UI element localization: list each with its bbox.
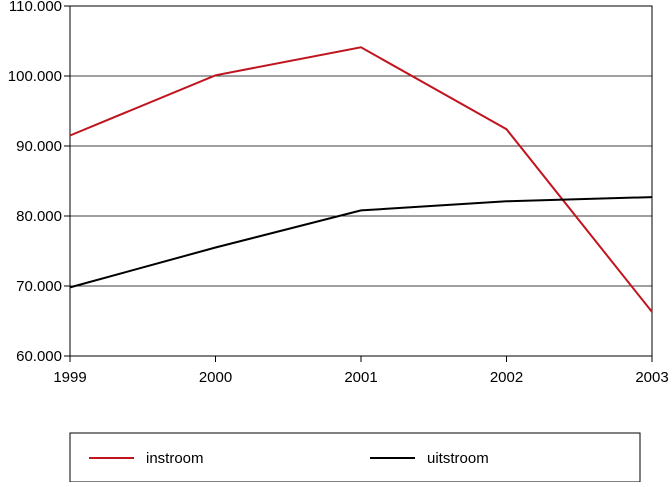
x-tick-label: 2003 xyxy=(635,369,668,386)
series-layer xyxy=(70,47,652,312)
x-tick-labels: 1999 2000 2001 2002 2003 xyxy=(53,356,668,386)
grid-layer xyxy=(70,76,652,286)
x-tick-label: 2001 xyxy=(344,369,377,386)
y-tick-label: 100.000 xyxy=(8,68,62,85)
legend: instroom uitstroom xyxy=(70,433,640,482)
x-tick-label: 2002 xyxy=(490,369,523,386)
legend-label-instroom: instroom xyxy=(146,450,204,467)
axis-layer xyxy=(70,6,652,356)
x-tick-label: 2000 xyxy=(199,369,232,386)
plot-frame xyxy=(70,6,652,356)
y-tick-label: 80.000 xyxy=(16,208,62,225)
series-line-uitstroom xyxy=(70,197,652,287)
series-line-instroom xyxy=(70,47,652,312)
y-tick-label: 70.000 xyxy=(16,278,62,295)
y-tick-label: 60.000 xyxy=(16,348,62,365)
y-tick-label: 110.000 xyxy=(9,0,62,15)
y-tick-labels: 60.000 70.000 80.000 90.000 100.000 110.000 xyxy=(8,0,70,365)
legend-label-uitstroom: uitstroom xyxy=(427,450,489,467)
x-tick-label: 1999 xyxy=(53,369,86,386)
y-tick-label: 90.000 xyxy=(16,138,62,155)
